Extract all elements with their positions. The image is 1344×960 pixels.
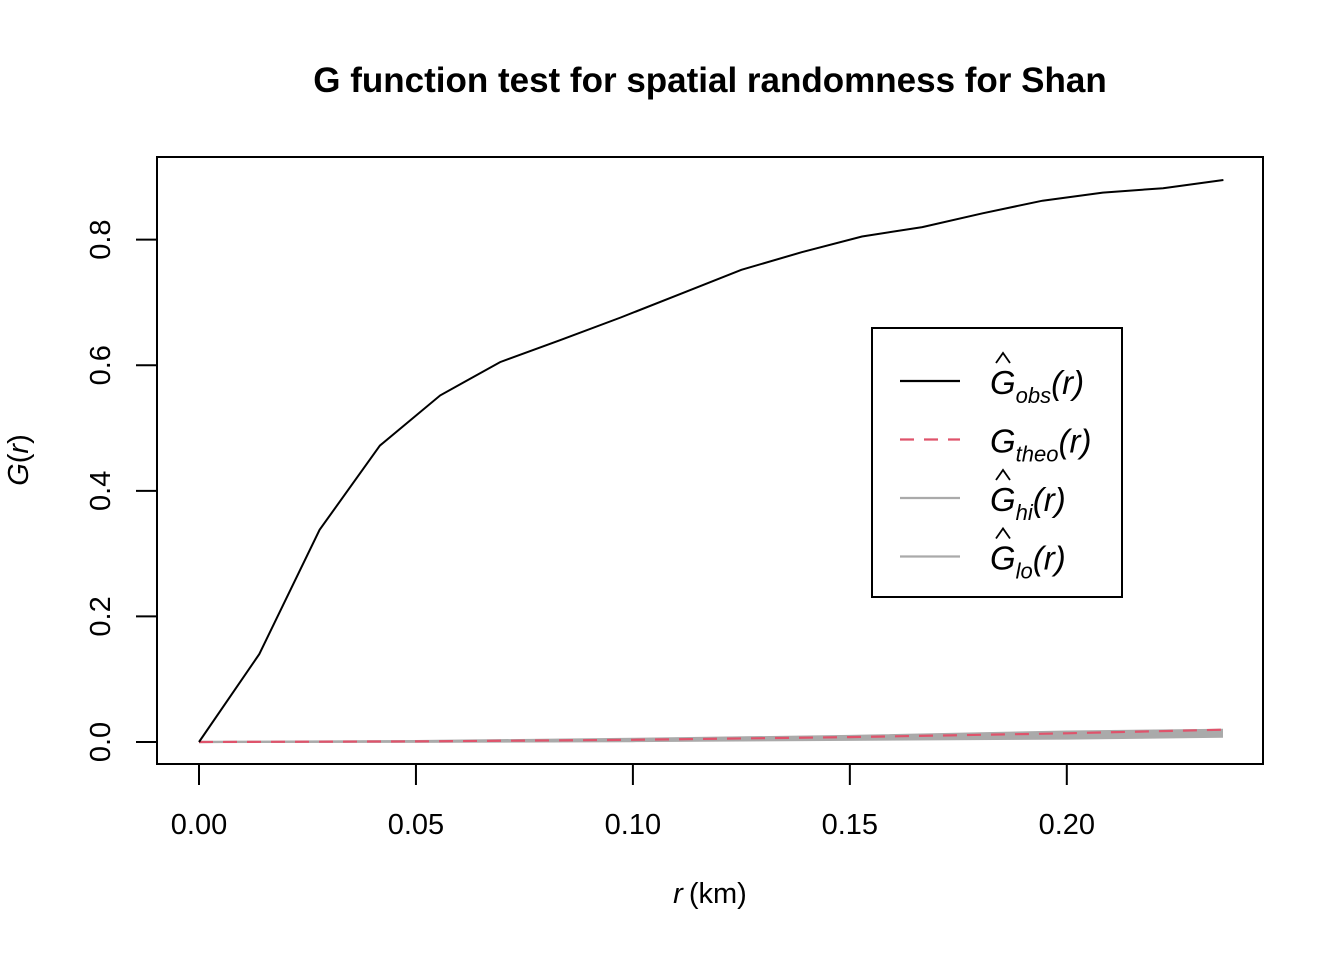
y-axis-label-var: r	[3, 443, 35, 454]
legend-symbol: G	[990, 423, 1016, 460]
legend-hat-obs	[995, 351, 1011, 364]
y-tick-label: 0.0	[85, 722, 117, 762]
x-tick-label: 0.00	[171, 809, 227, 841]
x-axis-label-unit: (km)	[689, 878, 747, 910]
legend-symbol: G	[990, 481, 1016, 518]
legend-subscript: obs	[1016, 383, 1051, 408]
x-axis-label-var: r	[673, 878, 684, 910]
series-line-theo	[198, 728, 1224, 744]
legend-subscript: lo	[1016, 559, 1033, 584]
x-tick-label: 0.15	[822, 809, 878, 841]
y-axis-label: G(r)	[3, 434, 35, 486]
legend-label-hi: Ghi(r)	[990, 481, 1066, 525]
x-tick-label: 0.20	[1039, 809, 1095, 841]
legend-label-lo: Glo(r)	[990, 540, 1066, 584]
legend-subscript: theo	[1016, 442, 1059, 467]
chart-title: G function test for spatial randomness f…	[313, 61, 1106, 100]
y-tick-label: 0.2	[85, 596, 117, 636]
legend-hat-lo	[995, 526, 1011, 540]
legend-label-obs: Gobs(r)	[990, 364, 1084, 408]
legend-argument: (r)	[1051, 364, 1084, 401]
legend-label-theo: Gtheo(r)	[990, 423, 1091, 467]
legend-argument: (r)	[1033, 481, 1066, 518]
legend-subscript: hi	[1016, 500, 1034, 525]
legend-argument: (r)	[1059, 423, 1092, 460]
legend-hat-hi	[995, 468, 1011, 481]
y-tick-label: 0.8	[85, 219, 117, 259]
x-axis-label: r (km)	[673, 878, 747, 910]
x-tick-label: 0.05	[388, 809, 444, 841]
legend-argument: (r)	[1033, 540, 1066, 577]
x-tick-label: 0.10	[605, 809, 661, 841]
plot-area: 0.00 0.05 0.10 0.15 0.20 0.0 0.2 0.4 0.6 0.8	[85, 156, 1264, 841]
legend-box	[871, 327, 1123, 598]
legend-symbol: G	[990, 364, 1016, 401]
y-axis-label-fn: G	[3, 463, 35, 486]
series-line-obs	[198, 179, 1224, 743]
y-tick-label: 0.4	[85, 471, 117, 511]
y-tick-label: 0.6	[85, 345, 117, 385]
y-axis-label-close-paren: )	[3, 434, 35, 444]
legend-symbol: G	[990, 540, 1016, 577]
legend: Gobs(r)Gtheo(r)Ghi(r)Glo(r)	[871, 327, 1123, 598]
y-axis-label-open-paren: (	[3, 453, 35, 463]
